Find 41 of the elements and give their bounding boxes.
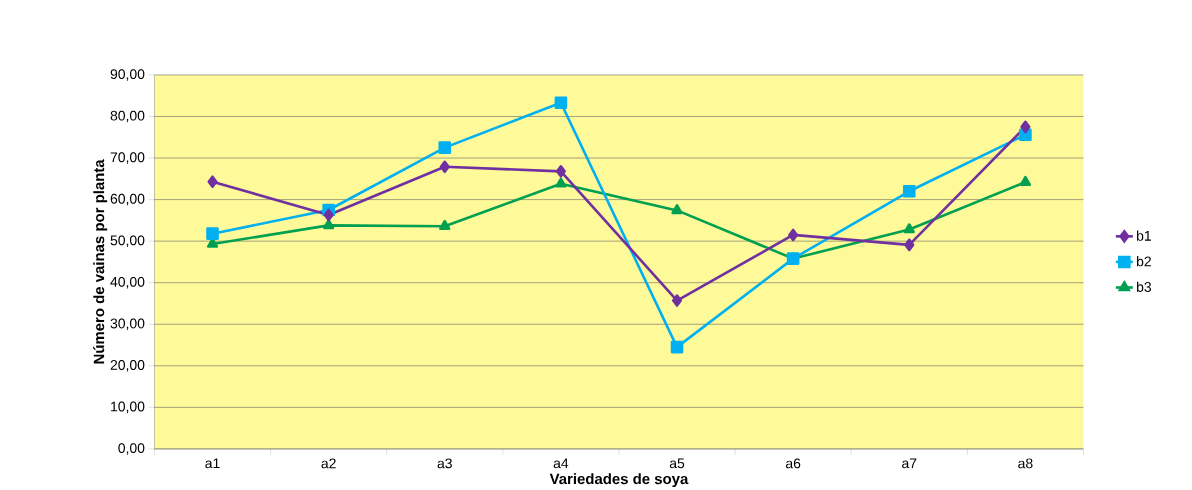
point <box>555 177 567 188</box>
point <box>439 160 450 173</box>
point <box>903 223 915 234</box>
y-axis-title: Número de vainas por planta <box>93 159 108 364</box>
y-tick-label: 40,00 <box>110 276 145 289</box>
point <box>670 340 684 354</box>
point <box>902 184 916 198</box>
y-tick-label: 30,00 <box>110 318 145 330</box>
legend-label: b1 <box>1137 230 1151 241</box>
y-tick-label: 90,00 <box>110 68 145 81</box>
y-tick-label: 0,00 <box>118 442 145 455</box>
point <box>671 294 683 307</box>
point <box>1020 120 1031 133</box>
point <box>554 96 568 109</box>
x-tick-label: a2 <box>321 458 336 469</box>
x-tick-label: a3 <box>437 458 452 469</box>
point <box>671 203 683 214</box>
x-tick-label: a5 <box>669 458 685 468</box>
x-tick-label: a7 <box>902 458 917 468</box>
point <box>323 208 334 222</box>
point <box>904 238 915 251</box>
point <box>439 219 451 230</box>
legend-label: b3 <box>1137 281 1152 292</box>
point <box>206 227 219 240</box>
y-tick-label: 20,00 <box>110 359 145 372</box>
point <box>555 164 566 178</box>
legend-label: b2 <box>1137 255 1151 267</box>
y-tick-label: 80,00 <box>110 110 145 123</box>
x-tick-label: a8 <box>1018 458 1033 469</box>
x-axis-title: Variedades de soya <box>549 472 689 487</box>
point <box>1019 175 1032 186</box>
point <box>207 175 218 188</box>
y-tick-label: 50,00 <box>110 235 145 247</box>
x-tick-label: a4 <box>553 458 569 468</box>
y-tick-label: 10,00 <box>111 401 145 413</box>
point <box>788 228 799 242</box>
y-tick-label: 70,00 <box>110 152 145 164</box>
y-tick-label: 60,00 <box>110 193 145 206</box>
point <box>438 141 452 154</box>
x-tick-label: a1 <box>205 458 220 468</box>
x-tick-label: a6 <box>785 458 801 469</box>
